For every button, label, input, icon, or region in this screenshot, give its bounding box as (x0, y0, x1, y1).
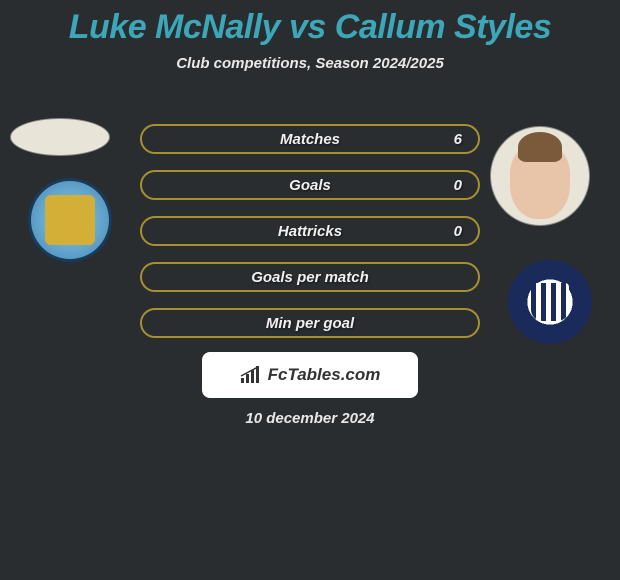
stat-label: Min per goal (266, 315, 354, 332)
stat-value: 0 (454, 177, 462, 194)
face-placeholder (510, 144, 570, 219)
hair-placeholder (518, 132, 562, 162)
chart-icon (240, 366, 262, 384)
player-left-avatar (10, 118, 110, 156)
stat-row-matches: Matches 6 (140, 124, 480, 154)
stat-row-goals: Goals 0 (140, 170, 480, 200)
stat-label: Hattricks (278, 223, 342, 240)
stat-label: Goals per match (251, 269, 369, 286)
player-right-avatar (490, 126, 590, 226)
stat-value: 6 (454, 131, 462, 148)
watermark[interactable]: FcTables.com (202, 352, 418, 398)
club-left-badge (28, 178, 112, 262)
subtitle: Club competitions, Season 2024/2025 (0, 55, 620, 72)
stat-label: Goals (289, 177, 331, 194)
stat-row-hattricks: Hattricks 0 (140, 216, 480, 246)
stat-row-goals-per-match: Goals per match (140, 262, 480, 292)
stats-container: Matches 6 Goals 0 Hattricks 0 Goals per … (140, 124, 480, 354)
date-label: 10 december 2024 (0, 410, 620, 427)
club-right-text: ALBION (539, 266, 562, 272)
club-left-inner (45, 195, 95, 245)
stat-label: Matches (280, 131, 340, 148)
watermark-text: FcTables.com (268, 365, 381, 385)
page-title: Luke McNally vs Callum Styles (0, 0, 620, 47)
stat-row-min-per-goal: Min per goal (140, 308, 480, 338)
club-right-stripes (531, 283, 569, 321)
stat-value: 0 (454, 223, 462, 240)
club-right-badge: ALBION (508, 260, 592, 344)
